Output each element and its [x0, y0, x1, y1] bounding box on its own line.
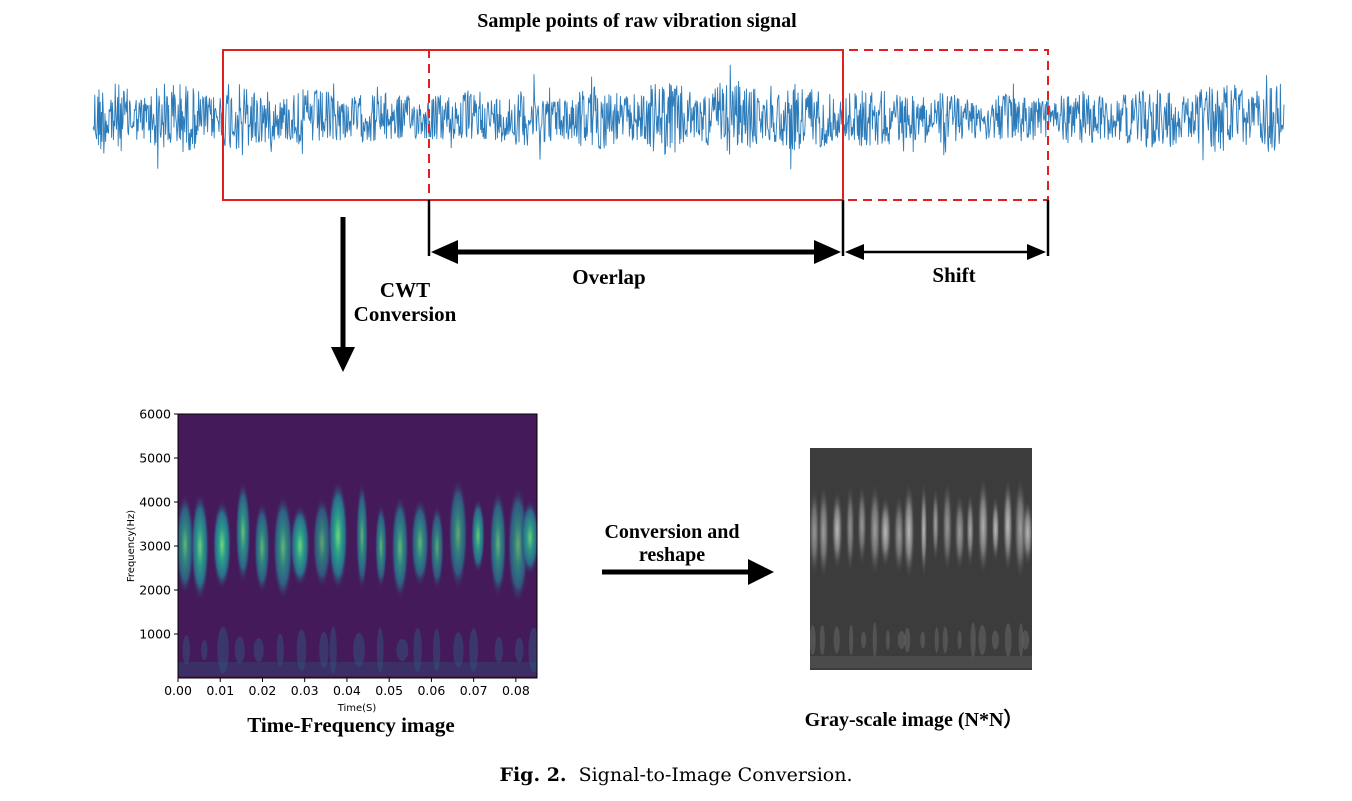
y-tick-label: 1000 — [139, 627, 171, 642]
spectrogram-ylabel: Frequency(Hz) — [126, 510, 137, 582]
y-tick-label: 3000 — [139, 539, 171, 554]
cwt-label-line2: Conversion — [354, 302, 457, 326]
figure-caption-label: Fig. 2. — [499, 764, 567, 786]
gray-scale-caption: Gray-scale image (N*N） — [805, 708, 1024, 731]
overlap-arrow — [431, 240, 841, 264]
figure-caption: Fig. 2. Signal-to-Image Conversion. — [0, 764, 1352, 786]
shift-label: Shift — [932, 263, 975, 287]
y-tick-label: 4000 — [139, 495, 171, 510]
x-tick-label: 0.03 — [291, 683, 319, 698]
overlap-label: Overlap — [572, 265, 646, 289]
spectrogram-energy — [178, 477, 537, 676]
sampling-window-dashed — [428, 49, 1049, 201]
signal-title: Sample points of raw vibration signal — [477, 10, 797, 32]
cwt-label-line1: CWT — [380, 278, 430, 302]
x-tick-label: 0.02 — [249, 683, 277, 698]
gray-scale-energy — [810, 474, 1032, 668]
y-tick-label: 2000 — [139, 583, 171, 598]
x-tick-label: 0.04 — [333, 683, 361, 698]
y-tick-label: 6000 — [139, 407, 171, 422]
x-tick-label: 0.00 — [164, 683, 192, 698]
y-tick-label: 5000 — [139, 451, 171, 466]
x-tick-label: 0.06 — [417, 683, 445, 698]
cwt-down-arrow — [331, 217, 355, 372]
time-frequency-image: 0.00 0.01 0.02 0.03 0.04 0.05 0.06 0.07 0.08 1000… — [126, 407, 538, 714]
time-frequency-caption: Time-Frequency image — [247, 713, 454, 737]
spectrogram-axes: 0.00 0.01 0.02 0.03 0.04 0.05 0.06 0.07 0.08 1000… — [139, 407, 530, 699]
x-tick-label: 0.01 — [206, 683, 234, 698]
conversion-label-line2: reshape — [639, 544, 705, 566]
raw-vibration-signal — [92, 64, 1285, 170]
figure-caption-text: Signal-to-Image Conversion. — [578, 764, 853, 786]
x-tick-label: 0.05 — [375, 683, 403, 698]
spectrogram-xlabel: Time(S) — [337, 703, 377, 714]
x-tick-label: 0.08 — [502, 683, 530, 698]
conversion-right-arrow — [602, 559, 774, 585]
gray-scale-image — [810, 448, 1032, 670]
shift-arrow — [845, 244, 1046, 260]
conversion-label-line1: Conversion and — [604, 521, 739, 543]
x-tick-label: 0.07 — [460, 683, 488, 698]
